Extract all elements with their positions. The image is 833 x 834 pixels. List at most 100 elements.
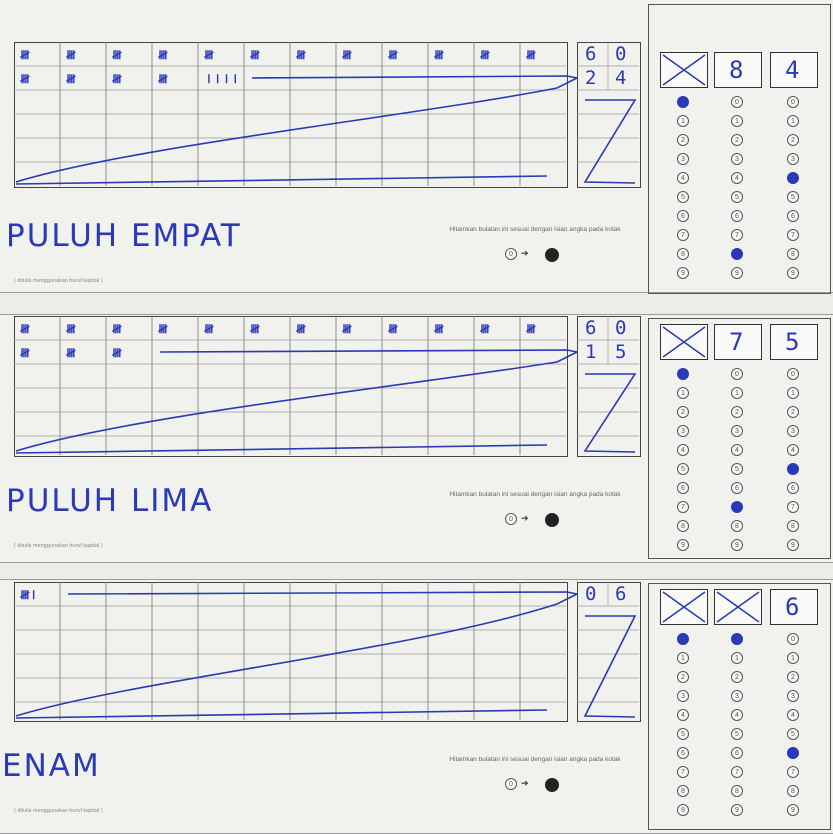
digit-bubble: 5 xyxy=(731,728,743,740)
digit-bubble: 6 xyxy=(731,747,743,759)
digit-bubble: 5 xyxy=(787,463,799,475)
digit-bubble: 9 xyxy=(731,539,743,551)
strike-top xyxy=(67,591,578,595)
tally-mark: 𝍸 xyxy=(342,48,352,62)
strike-bottom xyxy=(15,175,548,185)
digit-bubble: 4 xyxy=(677,172,689,184)
row-total-digit: 0 xyxy=(615,43,627,65)
row-total-digit: 2 xyxy=(585,67,597,89)
example-empty-bubble: 0 xyxy=(505,513,517,525)
tally-mark: 𝍸 xyxy=(66,346,76,360)
digit-bubble: 8 xyxy=(731,248,743,260)
digit-bubble: 3 xyxy=(731,690,743,702)
instruction-text: Hitamkan bulatan ini sesuai dengan isian… xyxy=(449,756,621,763)
tally-mark: 𝍸 xyxy=(158,72,168,86)
total-digit-box: 8 xyxy=(714,52,762,88)
crossed-box-icon xyxy=(662,326,706,358)
crossed-box-icon xyxy=(662,591,706,623)
digit-bubble: 5 xyxy=(677,191,689,203)
capital-letters-note: ( ditulis menggunakan huruf kapital ) xyxy=(14,543,103,549)
digit-bubble: 0 xyxy=(787,368,799,380)
digit-bubble: 1 xyxy=(677,115,689,127)
row-total-digit: 6 xyxy=(585,43,597,65)
digit-bubble: 3 xyxy=(677,425,689,437)
row-total-digit: 0 xyxy=(585,583,597,605)
tally-mark: 𝍸 xyxy=(342,322,352,336)
total-panel xyxy=(648,318,831,559)
example-filled-bubble xyxy=(545,513,559,527)
subtotal-grid xyxy=(577,582,641,722)
digit-bubble: 5 xyxy=(731,463,743,475)
example-empty-bubble: 0 xyxy=(505,778,517,790)
tally-mark: 𝍸 xyxy=(526,322,536,336)
digit-bubble: 1 xyxy=(787,115,799,127)
tally-mark: 𝍸 xyxy=(112,48,122,62)
digit-bubble: 4 xyxy=(731,444,743,456)
digit-bubble: 8 xyxy=(677,520,689,532)
digit-bubble: 3 xyxy=(731,425,743,437)
digit-bubble: 0 xyxy=(787,633,799,645)
digit-bubble: 1 xyxy=(787,387,799,399)
tally-mark: 𝍸 xyxy=(434,48,444,62)
digit-bubble: 4 xyxy=(787,709,799,721)
tally-mark: 𝍸 xyxy=(66,48,76,62)
digit-bubble: 7 xyxy=(677,229,689,241)
digit-bubble: 6 xyxy=(731,482,743,494)
tally-mark: 𝍸 xyxy=(388,322,398,336)
digit-bubble: 2 xyxy=(677,671,689,683)
tally-mark: 𝍸 xyxy=(112,346,122,360)
subtotal-grid xyxy=(577,42,641,188)
strike-top xyxy=(159,349,578,353)
strike-diagonal xyxy=(15,593,578,717)
tally-mark: 𝍸 xyxy=(434,322,444,336)
digit-bubble: 2 xyxy=(677,406,689,418)
digit-bubble: 2 xyxy=(787,406,799,418)
digit-bubble: 6 xyxy=(787,482,799,494)
digit-bubble: 9 xyxy=(677,539,689,551)
total-digit: 7 xyxy=(729,328,744,356)
tally-mark: 𝍸 xyxy=(480,48,490,62)
digit-bubble: 8 xyxy=(787,248,799,260)
digit-bubble: 1 xyxy=(677,387,689,399)
row-total-digit: 6 xyxy=(585,317,597,339)
instruction-text: Hitamkan bulatan ini sesuai dengan isian… xyxy=(449,226,621,233)
tally-mark: 𝍸 xyxy=(20,48,30,62)
tally-mark: 𝍸 xyxy=(296,322,306,336)
digit-bubble: 2 xyxy=(787,671,799,683)
tally-mark: 𝍸 xyxy=(20,322,30,336)
total-digit-box: 7 xyxy=(714,324,762,360)
tally-mark: 𝍸 xyxy=(20,346,30,360)
digit-bubble: 2 xyxy=(787,134,799,146)
tally-mark: 𝍸 xyxy=(204,322,214,336)
digit-bubble: 5 xyxy=(677,463,689,475)
tally-mark: 𝍸 xyxy=(388,48,398,62)
strike-diagonal xyxy=(15,77,578,183)
tally-mark: 𝍸 xyxy=(250,322,260,336)
digit-bubble: 9 xyxy=(677,267,689,279)
digit-bubble: 0 xyxy=(677,368,689,380)
total-panel xyxy=(648,4,831,294)
digit-bubble: 1 xyxy=(731,115,743,127)
total-digit-box: 4 xyxy=(770,52,818,88)
digit-bubble: 9 xyxy=(731,267,743,279)
digit-bubble: 9 xyxy=(677,804,689,816)
total-digit-box xyxy=(660,589,708,625)
digit-bubble: 7 xyxy=(787,501,799,513)
digit-bubble: 6 xyxy=(677,482,689,494)
tally-mark: 𝍸 xyxy=(66,322,76,336)
tally-mark: 𝍸 xyxy=(204,48,214,62)
subtotal-z-strike xyxy=(583,99,637,184)
tally-mark: 𝍸 xyxy=(296,48,306,62)
row-total-digit: 6 xyxy=(615,583,627,605)
subtotal-grid xyxy=(577,316,641,457)
digit-bubble: 0 xyxy=(731,96,743,108)
digit-bubble: 6 xyxy=(731,210,743,222)
digit-bubble: 0 xyxy=(731,633,743,645)
digit-bubble: 8 xyxy=(731,785,743,797)
digit-bubble: 8 xyxy=(731,520,743,532)
total-digit: 6 xyxy=(785,593,800,621)
tally-grid xyxy=(14,316,568,457)
digit-bubble: 6 xyxy=(677,747,689,759)
